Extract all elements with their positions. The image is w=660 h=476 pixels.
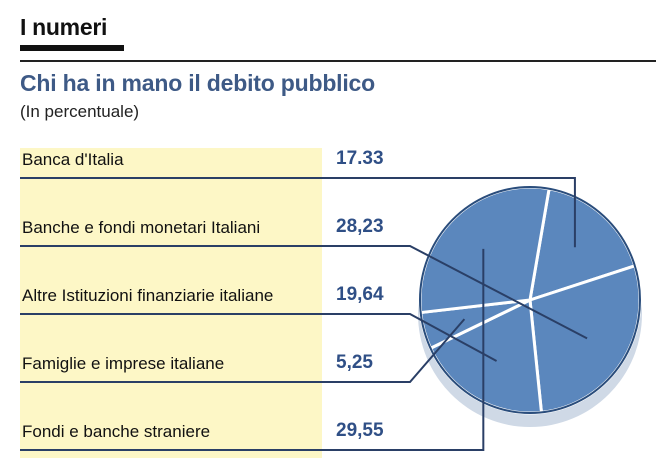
leader-line-famiglie-imprese [20, 318, 466, 383]
category-label-banca-italia: Banca d'Italia [22, 150, 124, 169]
chart-title: Chi ha in mano il debito pubblico [20, 70, 375, 96]
section-divider [20, 60, 656, 62]
chart-subtitle: (In percentuale) [20, 102, 140, 121]
category-label-fondi-stranieri: Fondi e banche straniere [22, 422, 211, 441]
pie-slice-fondi-stranieri [418, 185, 551, 315]
pie-outline [419, 186, 641, 414]
section-title-underline [20, 45, 124, 51]
leader-line-banca-italia [20, 177, 576, 248]
section-title: I numeri [20, 14, 108, 40]
value-label-banche-fondi: 28,23 [336, 216, 384, 237]
value-label-famiglie-imprese: 5,25 [336, 352, 373, 373]
value-label-fondi-stranieri: 29,55 [336, 420, 384, 441]
leader-line-banche-fondi [20, 245, 588, 340]
value-label-altre-istituzioni: 19,64 [336, 284, 384, 305]
category-label-famiglie-imprese: Famiglie e imprese italiane [22, 354, 225, 373]
value-label-banca-italia: 17.33 [336, 148, 384, 169]
leader-line-altre-istituzioni [20, 313, 498, 362]
leader-line-fondi-stranieri [20, 248, 485, 451]
category-label-banche-fondi: Banche e fondi monetari Italiani [22, 218, 261, 237]
category-label-altre-istituzioni: Altre Istituzioni finanziarie italiane [22, 286, 274, 305]
label-band [20, 148, 322, 458]
